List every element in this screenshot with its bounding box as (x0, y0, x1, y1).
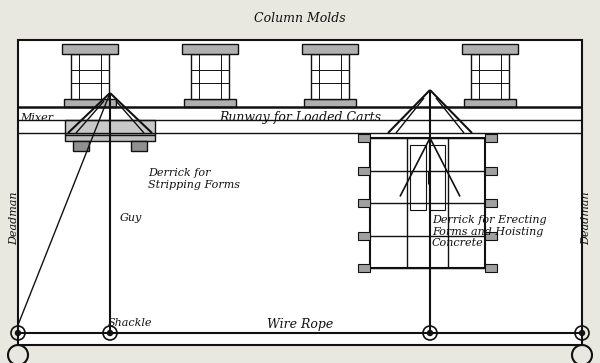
Bar (485, 167, 497, 175)
Bar (73, 141, 89, 151)
Circle shape (427, 330, 433, 335)
Bar (358, 134, 370, 142)
Bar (184, 99, 236, 107)
Bar (428, 144, 445, 209)
Bar (471, 54, 509, 99)
Bar (64, 99, 116, 107)
Bar (131, 141, 147, 151)
Text: Column Molds: Column Molds (254, 12, 346, 25)
Bar (410, 144, 425, 209)
Bar (62, 44, 118, 54)
Text: Derrick for
Stripping Forms: Derrick for Stripping Forms (148, 168, 240, 189)
Bar (464, 99, 516, 107)
Bar (358, 264, 370, 272)
Bar (485, 232, 497, 240)
Bar (358, 232, 370, 240)
Text: Deadman: Deadman (581, 191, 591, 245)
Bar (485, 199, 497, 207)
Bar (182, 44, 238, 54)
Bar (71, 54, 109, 99)
Bar (370, 138, 485, 268)
Text: Derrick for Erecting
Forms and Hoisting
Concrete: Derrick for Erecting Forms and Hoisting … (432, 215, 547, 248)
Bar (358, 199, 370, 207)
Bar (311, 54, 349, 99)
Text: Wire Rope: Wire Rope (267, 318, 333, 331)
Bar (462, 44, 518, 54)
Bar (18, 40, 582, 345)
Text: Runway for Loaded Carts: Runway for Loaded Carts (219, 111, 381, 125)
Bar (65, 135, 155, 141)
Text: Deadman: Deadman (9, 191, 19, 245)
Bar (358, 167, 370, 175)
Bar (191, 54, 229, 99)
Circle shape (580, 330, 584, 335)
Bar (485, 134, 497, 142)
Bar (485, 264, 497, 272)
Text: Mixer: Mixer (20, 113, 53, 123)
Bar (65, 120, 155, 135)
Circle shape (107, 330, 113, 335)
Bar (304, 99, 356, 107)
Text: Shackle: Shackle (108, 318, 152, 328)
Bar (302, 44, 358, 54)
Circle shape (16, 330, 20, 335)
Text: Guy: Guy (120, 213, 142, 223)
